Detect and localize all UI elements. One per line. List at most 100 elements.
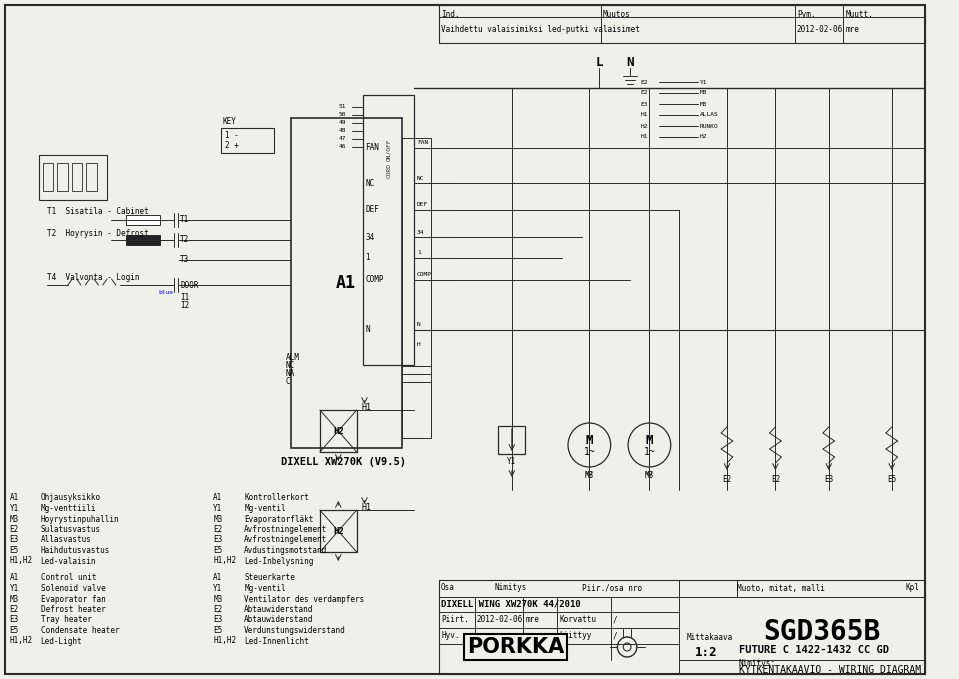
Text: T4  Valvonta - Login: T4 Valvonta - Login: [47, 274, 139, 282]
Text: Nimitys: Nimitys: [494, 583, 526, 593]
Text: H1,H2: H1,H2: [10, 557, 33, 566]
Text: FAN: FAN: [417, 141, 428, 145]
Text: H: H: [417, 342, 421, 348]
Text: 1~: 1~: [643, 447, 655, 457]
Text: E5: E5: [213, 626, 222, 635]
Text: H1: H1: [641, 134, 648, 139]
Text: 49: 49: [339, 120, 346, 126]
Text: E3: E3: [10, 536, 19, 545]
Text: 1: 1: [365, 253, 370, 263]
Text: M3: M3: [644, 471, 654, 479]
Text: H1: H1: [362, 502, 371, 511]
Text: Liittyy: Liittyy: [559, 631, 592, 640]
Text: A1: A1: [336, 274, 356, 292]
Bar: [38, 155, 106, 200]
Text: M: M: [645, 433, 653, 447]
Text: ALM: ALM: [286, 354, 300, 363]
Text: Vaihdettu valaisimiksi led-putki valaisimet: Vaihdettu valaisimiksi led-putki valaisi…: [441, 26, 640, 35]
Text: T2  Hoyrysin - Defrost: T2 Hoyrysin - Defrost: [47, 229, 149, 238]
Text: /: /: [613, 615, 618, 625]
Bar: [320, 410, 357, 452]
Text: H2: H2: [333, 426, 343, 435]
Text: Solenoid valve: Solenoid valve: [40, 584, 105, 593]
Text: H1,H2: H1,H2: [213, 636, 236, 646]
Text: E2: E2: [213, 605, 222, 614]
Text: E5: E5: [10, 626, 19, 635]
Text: Avdustingsmotstand: Avdustingsmotstand: [245, 546, 328, 555]
Text: 34: 34: [417, 230, 424, 234]
Text: mre: mre: [526, 615, 539, 625]
Text: DOOR: DOOR: [180, 280, 199, 289]
Text: E2: E2: [10, 525, 19, 534]
Text: 2012-02-06: 2012-02-06: [477, 615, 524, 625]
Text: Ventilator des verdampfers: Ventilator des verdampfers: [245, 595, 364, 604]
Bar: [439, 5, 924, 43]
Text: Muoto, mitat, malli: Muoto, mitat, malli: [737, 583, 825, 593]
Text: KYTKENTAKAAVIO - WIRING DIAGRAM: KYTKENTAKAAVIO - WIRING DIAGRAM: [738, 665, 921, 675]
Text: M3: M3: [213, 515, 222, 524]
Text: Avfrostningelement: Avfrostningelement: [245, 536, 328, 545]
Text: Led-valaisin: Led-valaisin: [40, 557, 96, 566]
Text: N: N: [365, 325, 370, 335]
Text: Hyv.: Hyv.: [441, 631, 459, 640]
Text: NC: NC: [286, 361, 295, 371]
Text: mre: mre: [845, 26, 859, 35]
Text: SGD365B: SGD365B: [763, 618, 880, 646]
Text: E5: E5: [887, 475, 897, 485]
Text: E2: E2: [213, 525, 222, 534]
Text: Kontrollerkort: Kontrollerkort: [245, 494, 309, 502]
Text: 1:2: 1:2: [694, 646, 717, 659]
Text: /: /: [613, 631, 618, 640]
Bar: [221, 128, 274, 153]
Text: T2: T2: [180, 236, 190, 244]
Text: Y1: Y1: [213, 584, 222, 593]
Bar: [291, 118, 402, 448]
Text: DIXELL WING XW270K 44/2010: DIXELL WING XW270K 44/2010: [441, 600, 581, 608]
Bar: [363, 95, 414, 365]
Text: H1: H1: [641, 113, 648, 117]
Text: E3: E3: [10, 615, 19, 625]
Text: RUNKO: RUNKO: [700, 124, 718, 128]
Text: Led-Light: Led-Light: [40, 636, 82, 646]
Text: N: N: [626, 56, 634, 69]
Text: A1: A1: [10, 574, 19, 583]
Text: CORD: CORD: [386, 162, 391, 177]
Bar: [58, 163, 68, 191]
Text: M3: M3: [213, 595, 222, 604]
Text: E5: E5: [213, 546, 222, 555]
Text: M3: M3: [10, 515, 19, 524]
Text: Muutos: Muutos: [603, 10, 631, 19]
Bar: [126, 235, 160, 245]
Bar: [72, 163, 82, 191]
Text: Control unit: Control unit: [40, 574, 96, 583]
Text: E3: E3: [213, 615, 222, 625]
Text: A1: A1: [213, 574, 222, 583]
Text: Evaporatorfläkt: Evaporatorfläkt: [245, 515, 314, 524]
Text: COMP: COMP: [417, 272, 432, 278]
Text: blue: blue: [158, 291, 173, 295]
Text: Sulatusvastus: Sulatusvastus: [40, 525, 101, 534]
Text: Verdunstungswiderstand: Verdunstungswiderstand: [245, 626, 346, 635]
Text: A1: A1: [213, 494, 222, 502]
Text: Y1: Y1: [213, 504, 222, 513]
Text: E2: E2: [771, 475, 780, 485]
Text: Tray heater: Tray heater: [40, 615, 92, 625]
Text: Osa: Osa: [441, 583, 455, 593]
Text: 48: 48: [339, 128, 346, 134]
Bar: [42, 163, 54, 191]
Text: Y1: Y1: [10, 504, 19, 513]
Text: T1  Sisatila - Cabinet: T1 Sisatila - Cabinet: [47, 208, 149, 217]
Text: Mittakaava: Mittakaava: [687, 634, 733, 642]
Text: 1: 1: [417, 251, 421, 255]
Text: Pvm.: Pvm.: [797, 10, 815, 19]
Text: Led-Inbelysning: Led-Inbelysning: [245, 557, 314, 566]
Text: Kpl: Kpl: [905, 583, 919, 593]
Text: E3: E3: [824, 475, 833, 485]
Text: COMP: COMP: [365, 276, 384, 285]
Bar: [320, 510, 357, 552]
Text: FAN: FAN: [365, 143, 380, 153]
Text: DEF: DEF: [417, 202, 428, 208]
Text: 47: 47: [339, 136, 346, 141]
Text: 51: 51: [339, 105, 346, 109]
Text: M3: M3: [10, 595, 19, 604]
